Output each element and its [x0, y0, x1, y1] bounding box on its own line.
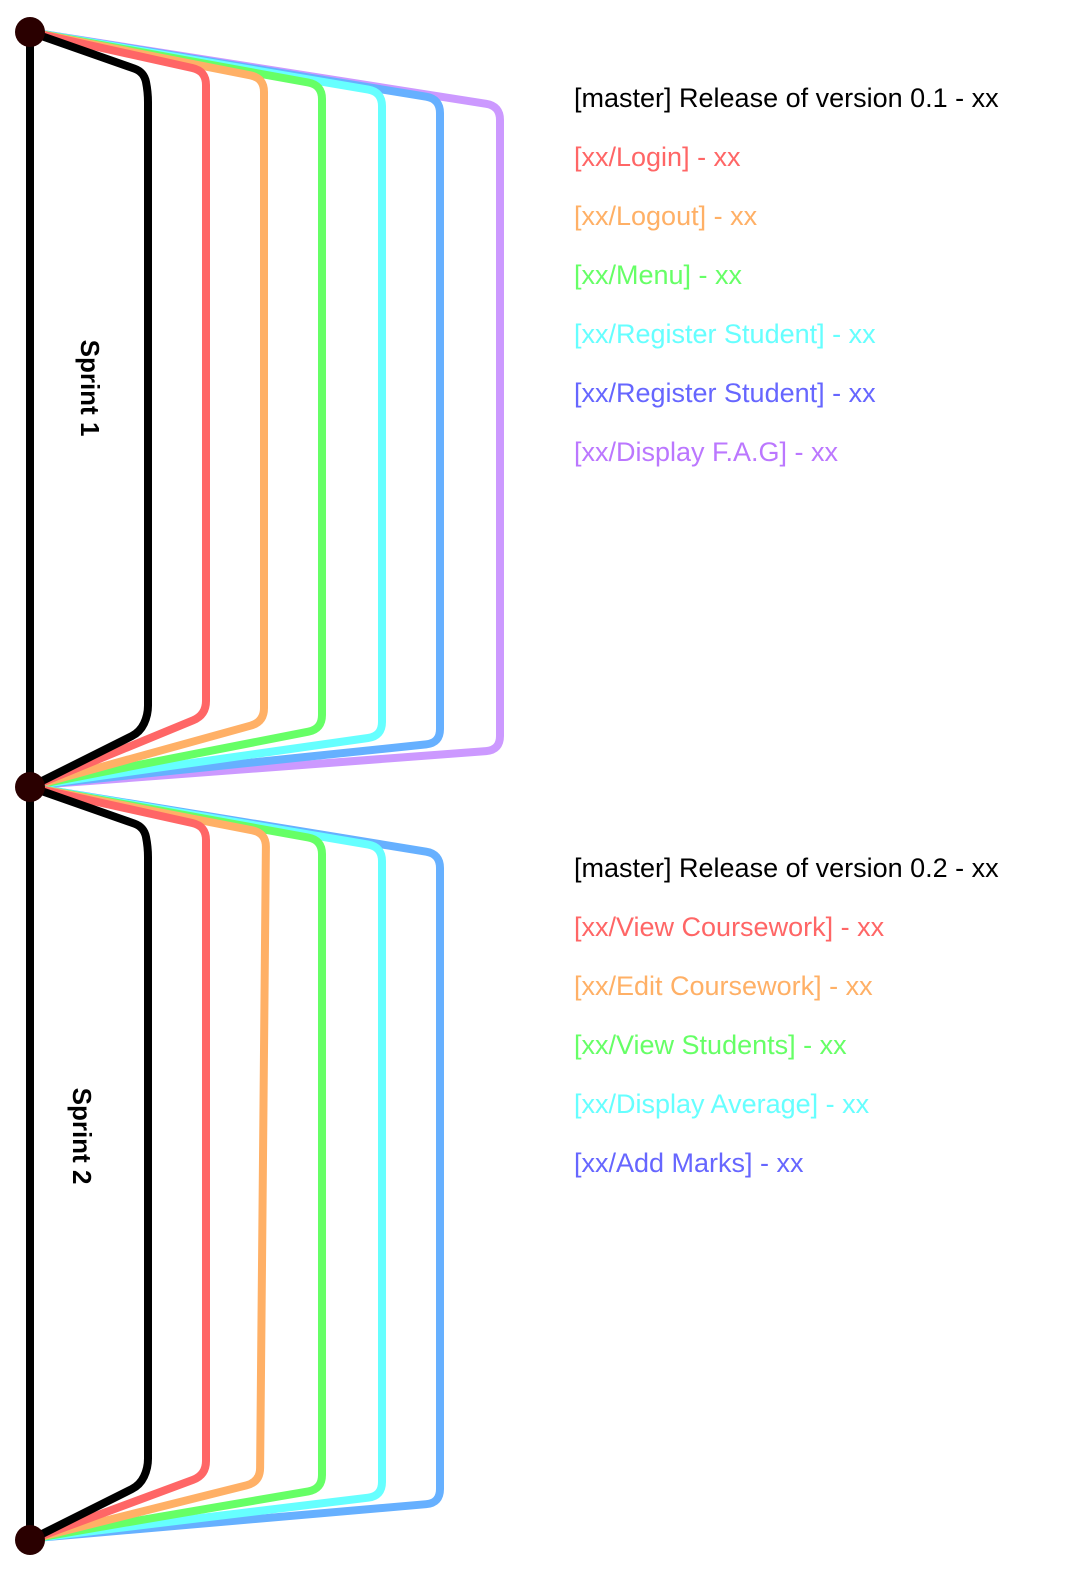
legend-item-register-student: [xx/Register Student] - xx [574, 319, 876, 349]
sprint-1-legend: [master] Release of version 0.1 - xx [xx… [574, 80, 999, 493]
legend-item-add-marks: [xx/Add Marks] - xx [574, 1148, 804, 1178]
branch-line-1-5 [26, 28, 444, 789]
branch-line-2-5 [26, 783, 444, 1542]
master-branch-bracket-1 [26, 28, 152, 791]
sprint-2-label: Sprint 2 [67, 1088, 97, 1185]
branch-line-2-3 [26, 783, 326, 1542]
legend-item-edit-coursework: [xx/Edit Coursework] - xx [574, 971, 873, 1001]
branch-line-1-3 [26, 28, 326, 789]
sprint-2-legend: [master] Release of version 0.2 - xx [xx… [574, 850, 999, 1204]
legend-item-display-fag: [xx/Display F.A.G] - xx [574, 437, 839, 467]
legend-item-display-average: [xx/Display Average] - xx [574, 1089, 870, 1119]
legend-item-register-student-2: [xx/Register Student] - xx [574, 378, 876, 408]
branch-line-1-2 [26, 28, 268, 789]
legend-item-menu: [xx/Menu] - xx [574, 260, 743, 290]
legend-item-master-release-0-1: [master] Release of version 0.1 - xx [574, 83, 999, 113]
legend-item-login: [xx/Login] - xx [574, 142, 741, 172]
commit-node-3 [15, 1525, 45, 1555]
branch-line-2-4 [26, 783, 386, 1542]
legend-item-logout: [xx/Logout] - xx [574, 201, 758, 231]
legend-item-master-release-0-2: [master] Release of version 0.2 - xx [574, 853, 999, 883]
master-branch-bracket-2 [26, 783, 152, 1544]
legend-item-view-coursework: [xx/View Coursework] - xx [574, 912, 885, 942]
branch-line-1-6 [26, 28, 504, 789]
commit-node-1 [15, 17, 45, 47]
sprint-1-label: Sprint 1 [75, 340, 105, 437]
commit-nodes [15, 17, 45, 1555]
legend-item-view-students: [xx/View Students] - xx [574, 1030, 847, 1060]
commit-node-2 [15, 772, 45, 802]
branch-line-2-2 [26, 783, 270, 1542]
branch-lines [26, 28, 504, 1542]
branch-line-2-1 [26, 783, 210, 1542]
branch-line-1-4 [26, 28, 386, 789]
branch-line-1-1 [26, 28, 210, 789]
